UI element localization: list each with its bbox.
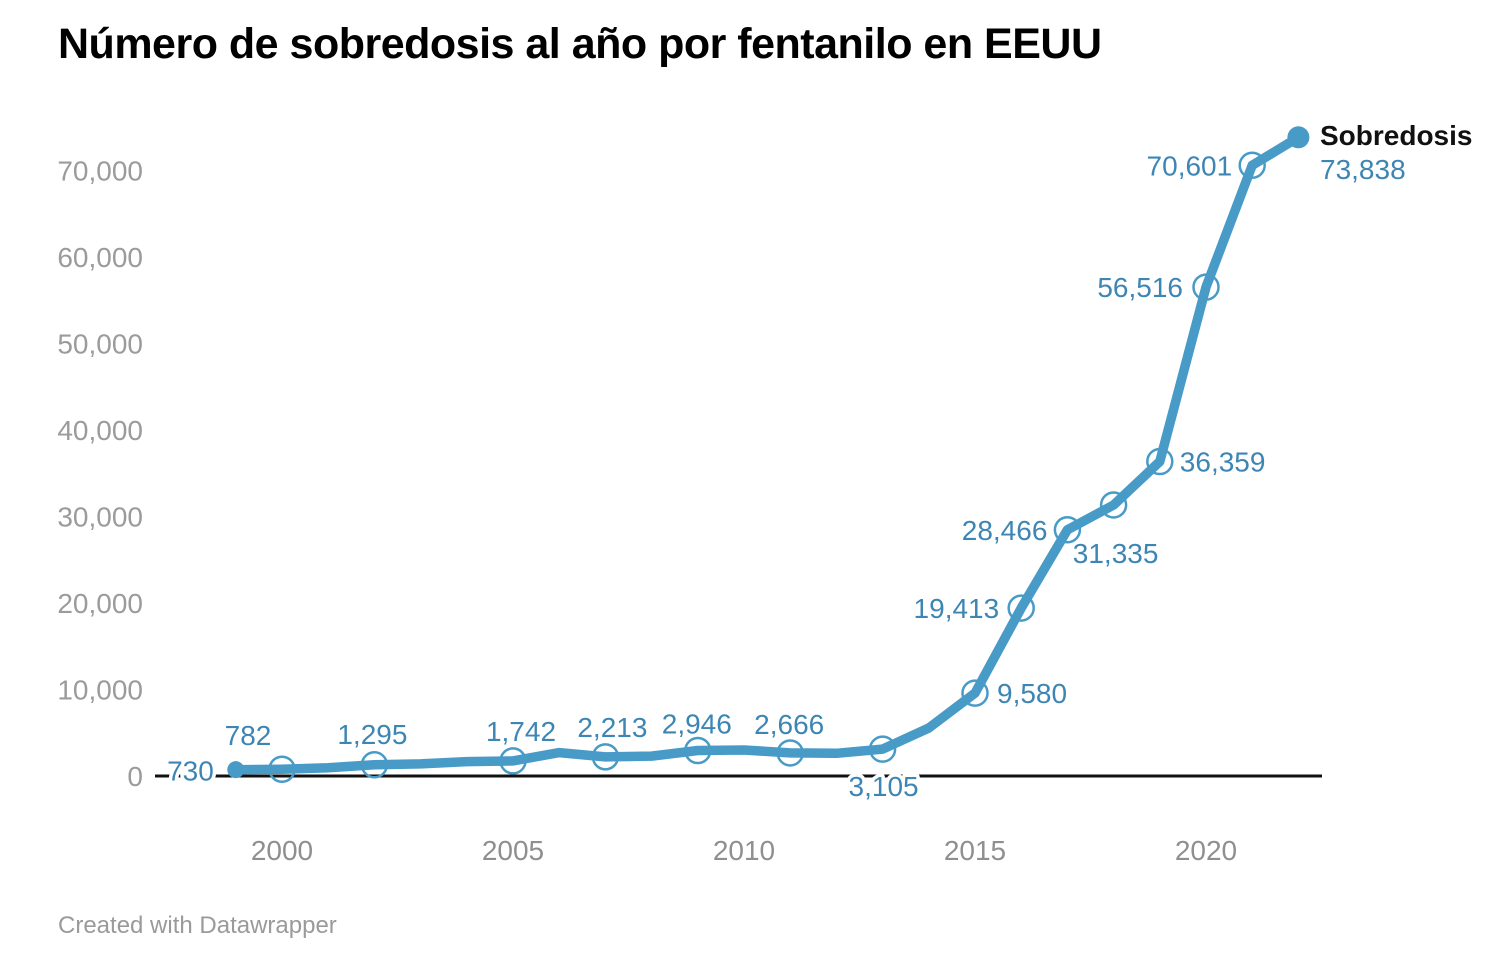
point-marker-2002 (360, 751, 389, 779)
point-marker-2013 (868, 735, 897, 763)
point-marker-2005 (499, 747, 527, 775)
data-label-2002: 1,295 (337, 719, 407, 750)
point-marker-2021 (1238, 151, 1266, 180)
data-label-2016: 19,413 (914, 593, 1000, 624)
legend-series-name: Sobredosis (1320, 120, 1473, 151)
y-axis-label-20000: 20,000 (57, 588, 143, 619)
data-label-2000: 782 (225, 720, 272, 751)
y-axis-label-0: 0 (127, 761, 143, 792)
point-marker-2009 (684, 736, 712, 765)
y-axis-label-60000: 60,000 (57, 242, 143, 273)
y-axis-label-40000: 40,000 (57, 415, 143, 446)
x-axis-label-2015: 2015 (944, 835, 1006, 866)
legend-final-value: 73,838 (1320, 154, 1406, 185)
data-label-2011: 2,666 (754, 709, 824, 740)
data-label-1999: 730 (167, 756, 214, 787)
series-legend: Sobredosis 73,838 (1320, 119, 1472, 187)
data-label-2017: 28,466 (962, 515, 1048, 546)
data-label-2007: 2,213 (577, 712, 647, 743)
attribution: Created with Datawrapper (58, 912, 337, 939)
point-marker-2020 (1192, 273, 1220, 301)
y-axis-label-70000: 70,000 (57, 156, 143, 187)
point-dot-2022 (1287, 126, 1310, 149)
point-marker-2019 (1146, 447, 1174, 476)
chart-title: Número de sobredosis al año por fentanil… (58, 20, 1102, 68)
point-marker-2017 (1053, 516, 1082, 544)
point-marker-2011 (776, 739, 804, 767)
point-marker-2016 (1007, 594, 1035, 622)
x-axis-label-2020: 2020 (1175, 835, 1237, 866)
point-marker-2000 (268, 755, 296, 783)
point-dot-1999 (227, 761, 245, 779)
point-marker-2018 (1099, 491, 1128, 519)
data-label-2005: 1,742 (486, 716, 556, 747)
data-label-2015: 9,580 (997, 678, 1067, 709)
data-label-2019: 36,359 (1180, 446, 1266, 477)
data-label-2013: 3,105 (849, 771, 919, 802)
x-axis-label-2000: 2000 (251, 835, 313, 866)
y-axis-label-10000: 10,000 (57, 675, 143, 706)
y-axis-label-50000: 50,000 (57, 329, 143, 360)
series-line-sobredosis (231, 132, 1304, 775)
point-marker-2015 (961, 679, 989, 707)
data-label-2009: 2,946 (662, 709, 732, 740)
x-axis-label-2010: 2010 (713, 835, 775, 866)
data-label-2021: 70,601 (1147, 150, 1233, 181)
y-axis-label-30000: 30,000 (57, 502, 143, 533)
x-axis-label-2005: 2005 (482, 835, 544, 866)
data-label-2020: 56,516 (1097, 272, 1183, 303)
point-marker-2007 (591, 743, 620, 771)
data-label-2018: 31,335 (1073, 538, 1159, 569)
